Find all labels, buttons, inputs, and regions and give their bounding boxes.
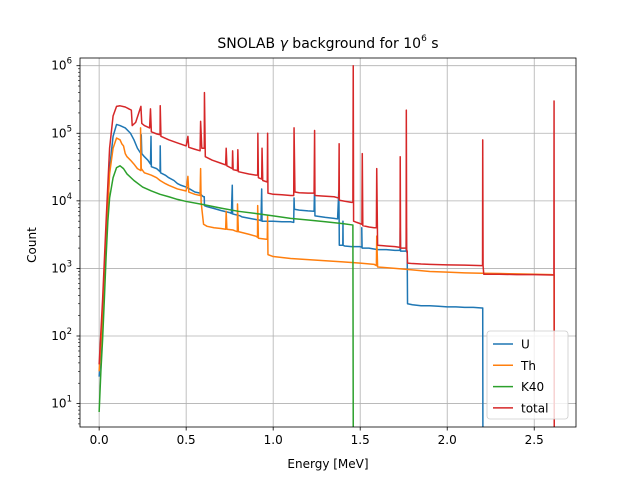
x-tick-label: 2.5	[525, 433, 544, 447]
y-tick-label: 102	[51, 327, 72, 343]
series-layer	[98, 64, 555, 427]
x-tick-label: 0.5	[177, 433, 196, 447]
chart-title: SNOLAB γ background for 106 s	[217, 34, 438, 52]
y-tick-label: 105	[51, 124, 72, 140]
x-tick-label: 1.5	[351, 433, 370, 447]
series-line-total	[98, 64, 555, 427]
series-line-th	[98, 127, 555, 427]
plot-frame	[79, 57, 577, 428]
y-tick-label: 106	[51, 57, 72, 73]
legend-label: K40	[521, 380, 544, 394]
y-tick-label: 101	[51, 395, 72, 411]
legend: U Th K40 total	[486, 330, 569, 420]
grid-layer	[80, 58, 576, 427]
legend-label: total	[521, 401, 548, 415]
y-tick-label: 103	[51, 259, 72, 275]
x-axis-title: Energy [MeV]	[287, 457, 368, 471]
legend-label: U	[521, 338, 530, 352]
legend-box	[486, 330, 569, 420]
legend-label: Th	[520, 359, 536, 373]
x-tick-label: 1.0	[264, 433, 283, 447]
y-axis-title: Count	[25, 227, 39, 263]
x-tick-label: 0.0	[90, 433, 109, 447]
y-tick-label: 104	[51, 192, 72, 208]
series-line-k40	[98, 165, 354, 427]
tick-layer: 0.0 0.5 1.0 1.5 2.0 2.5 101 102 103 104 105 106	[51, 57, 543, 447]
x-tick-label: 2.0	[438, 433, 457, 447]
